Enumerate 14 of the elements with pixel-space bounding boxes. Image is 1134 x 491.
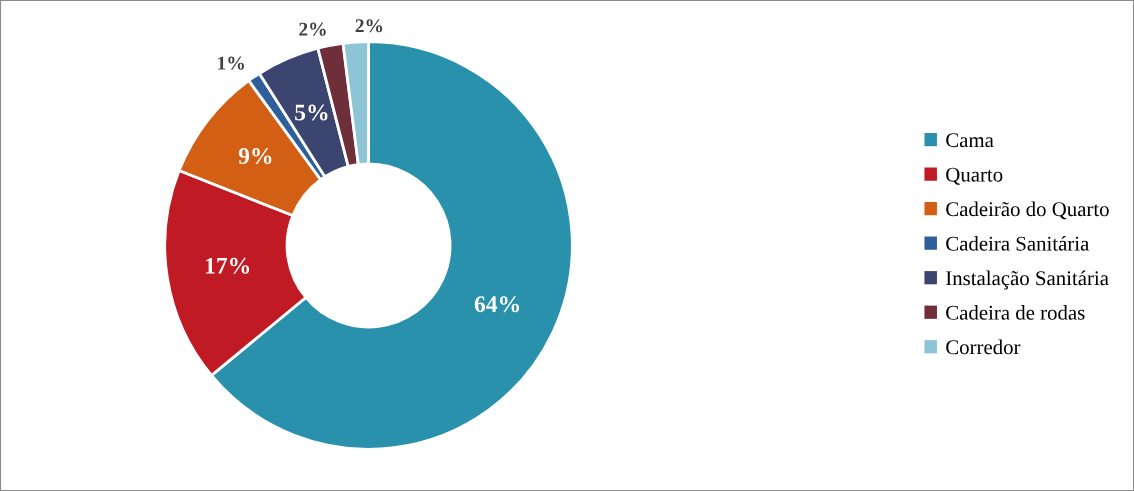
data-label: 2% — [299, 22, 326, 36]
legend-label: Instalação Sanitária — [946, 270, 1109, 290]
legend-label: Quarto — [946, 167, 1003, 185]
data-label: 9% — [238, 148, 272, 165]
data-label: 5% — [295, 104, 328, 121]
data-label: 2% — [355, 19, 383, 33]
legend-label: Cadeirão do Quarto — [946, 201, 1109, 220]
data-label: 64% — [474, 296, 520, 313]
legend-label: Cadeira de rodas — [946, 305, 1085, 320]
data-label: 17% — [205, 257, 250, 274]
legend-label: Cadeira Sanitária — [946, 236, 1090, 251]
legend-label: Corredor — [946, 339, 1021, 355]
legend-label: Cama — [946, 133, 994, 148]
data-label: 1% — [218, 56, 244, 70]
